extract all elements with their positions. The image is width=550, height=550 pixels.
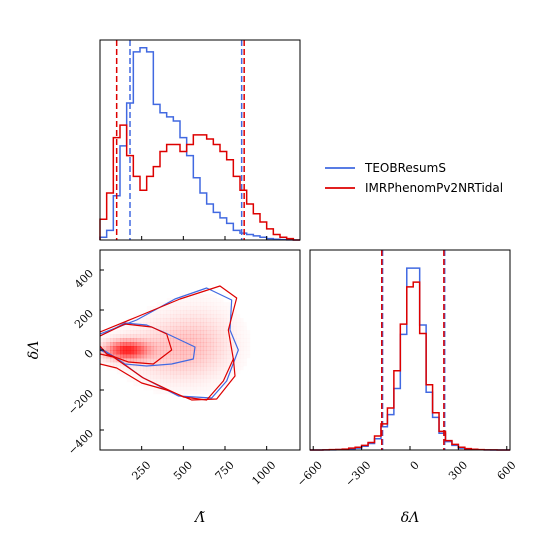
side-xtick-label-0: −600	[294, 459, 325, 490]
joint-ytick-label-2: 0	[82, 347, 96, 361]
legend-label-1: IMRPhenomPv2NRTidal	[365, 181, 503, 195]
top-hist-frame	[99, 39, 301, 241]
joint-xlabel: Λ̃	[193, 510, 205, 526]
joint-ytick-label-4: 400	[72, 267, 96, 291]
side-xlabel: δΛ	[401, 510, 420, 526]
side-hist-frame	[309, 249, 511, 451]
legend-label-0: TEOBResumS	[364, 161, 446, 175]
top-hist-series-1	[99, 124, 300, 241]
joint-xtick-label-1: 500	[171, 459, 195, 483]
density-shading	[100, 302, 241, 387]
side-xtick-label-1: −300	[343, 459, 374, 490]
side-xtick-label-3: 300	[446, 459, 470, 483]
joint-panel: 250 500 750 1000 −400 −200 0 200 400 Λ̃ δΛ	[26, 249, 301, 526]
side-hist-series-1	[310, 281, 510, 451]
side-xtick-label-2: 0	[408, 459, 422, 473]
legend: TEOBResumS IMRPhenomPv2NRTidal	[325, 161, 503, 195]
side-hist-series-0	[310, 267, 510, 451]
contour-1-2	[100, 357, 236, 401]
joint-ytick-label-0: −400	[66, 427, 97, 458]
joint-ylabel: δΛ	[26, 341, 42, 360]
joint-xtick-label-2: 750	[213, 459, 237, 483]
joint-xtick-label-3: 1000	[249, 459, 278, 488]
joint-ytick-label-1: −200	[66, 387, 97, 418]
side-xtick-label-4: 600	[495, 459, 519, 483]
joint-ytick-label-3: 200	[72, 307, 96, 331]
side-histogram-panel: −600 −300 0 300 600 δΛ	[294, 249, 519, 526]
top-histogram-panel	[99, 39, 301, 241]
joint-xtick-label-0: 250	[129, 459, 153, 483]
